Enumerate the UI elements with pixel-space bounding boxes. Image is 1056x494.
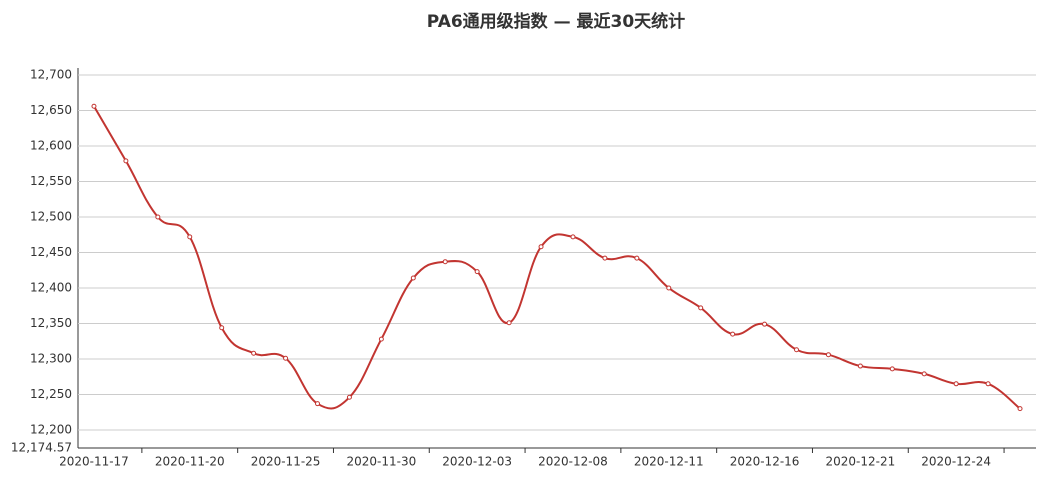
- point: [857, 363, 863, 369]
- point: [762, 321, 768, 327]
- x-tick-label: 2020-12-16: [730, 455, 800, 469]
- point: [378, 336, 384, 342]
- x-tick-label: 2020-12-24: [921, 455, 991, 469]
- x-tick-label: 2020-12-08: [538, 455, 608, 469]
- point: [698, 305, 704, 311]
- point: [155, 214, 161, 220]
- y-tick-label: 12,500: [30, 209, 72, 223]
- chart-title: PA6通用级指数 — 最近30天统计: [427, 11, 685, 32]
- point: [219, 325, 225, 331]
- point: [953, 381, 959, 387]
- point: [315, 401, 320, 407]
- point: [794, 347, 799, 353]
- y-tick-label: 12,700: [30, 68, 72, 82]
- point: [730, 331, 736, 337]
- x-tick-label: 2020-11-17: [59, 455, 129, 469]
- point: [889, 366, 895, 372]
- x-tick-label: 2020-11-25: [251, 455, 321, 469]
- point: [985, 381, 991, 387]
- point: [410, 275, 416, 281]
- y-tick-label: 12,250: [30, 387, 72, 401]
- y-tick-label: 12,450: [30, 245, 72, 259]
- x-tick-label: 2020-11-20: [155, 455, 225, 469]
- x-tick-label: 2020-11-30: [346, 455, 416, 469]
- y-tick-label: 12,174.57: [11, 441, 72, 455]
- point: [91, 103, 97, 109]
- point: [570, 234, 576, 240]
- point: [283, 355, 289, 361]
- point: [666, 285, 672, 291]
- point: [442, 259, 448, 265]
- x-tick-label: 2020-12-03: [442, 455, 512, 469]
- point: [123, 158, 129, 164]
- point: [921, 371, 927, 377]
- point: [474, 269, 480, 275]
- y-tick-label: 12,300: [30, 351, 72, 365]
- point: [634, 255, 640, 261]
- point: [538, 244, 544, 250]
- point: [346, 394, 352, 400]
- y-tick-label: 12,200: [30, 422, 72, 436]
- y-tick-label: 12,400: [30, 280, 72, 294]
- point: [825, 352, 831, 358]
- y-tick-label: 12,650: [30, 103, 72, 117]
- y-tick-label: 12,350: [30, 316, 72, 330]
- point: [187, 234, 193, 240]
- point: [602, 255, 608, 261]
- line: [93, 105, 1021, 410]
- y-tick-label: 12,600: [30, 138, 72, 152]
- x-tick-label: 2020-12-11: [634, 455, 704, 469]
- point: [251, 350, 257, 356]
- point: [1017, 406, 1023, 412]
- y-tick-label: 12,550: [30, 174, 72, 188]
- point: [506, 320, 512, 326]
- x-tick-label: 2020-12-21: [825, 455, 895, 469]
